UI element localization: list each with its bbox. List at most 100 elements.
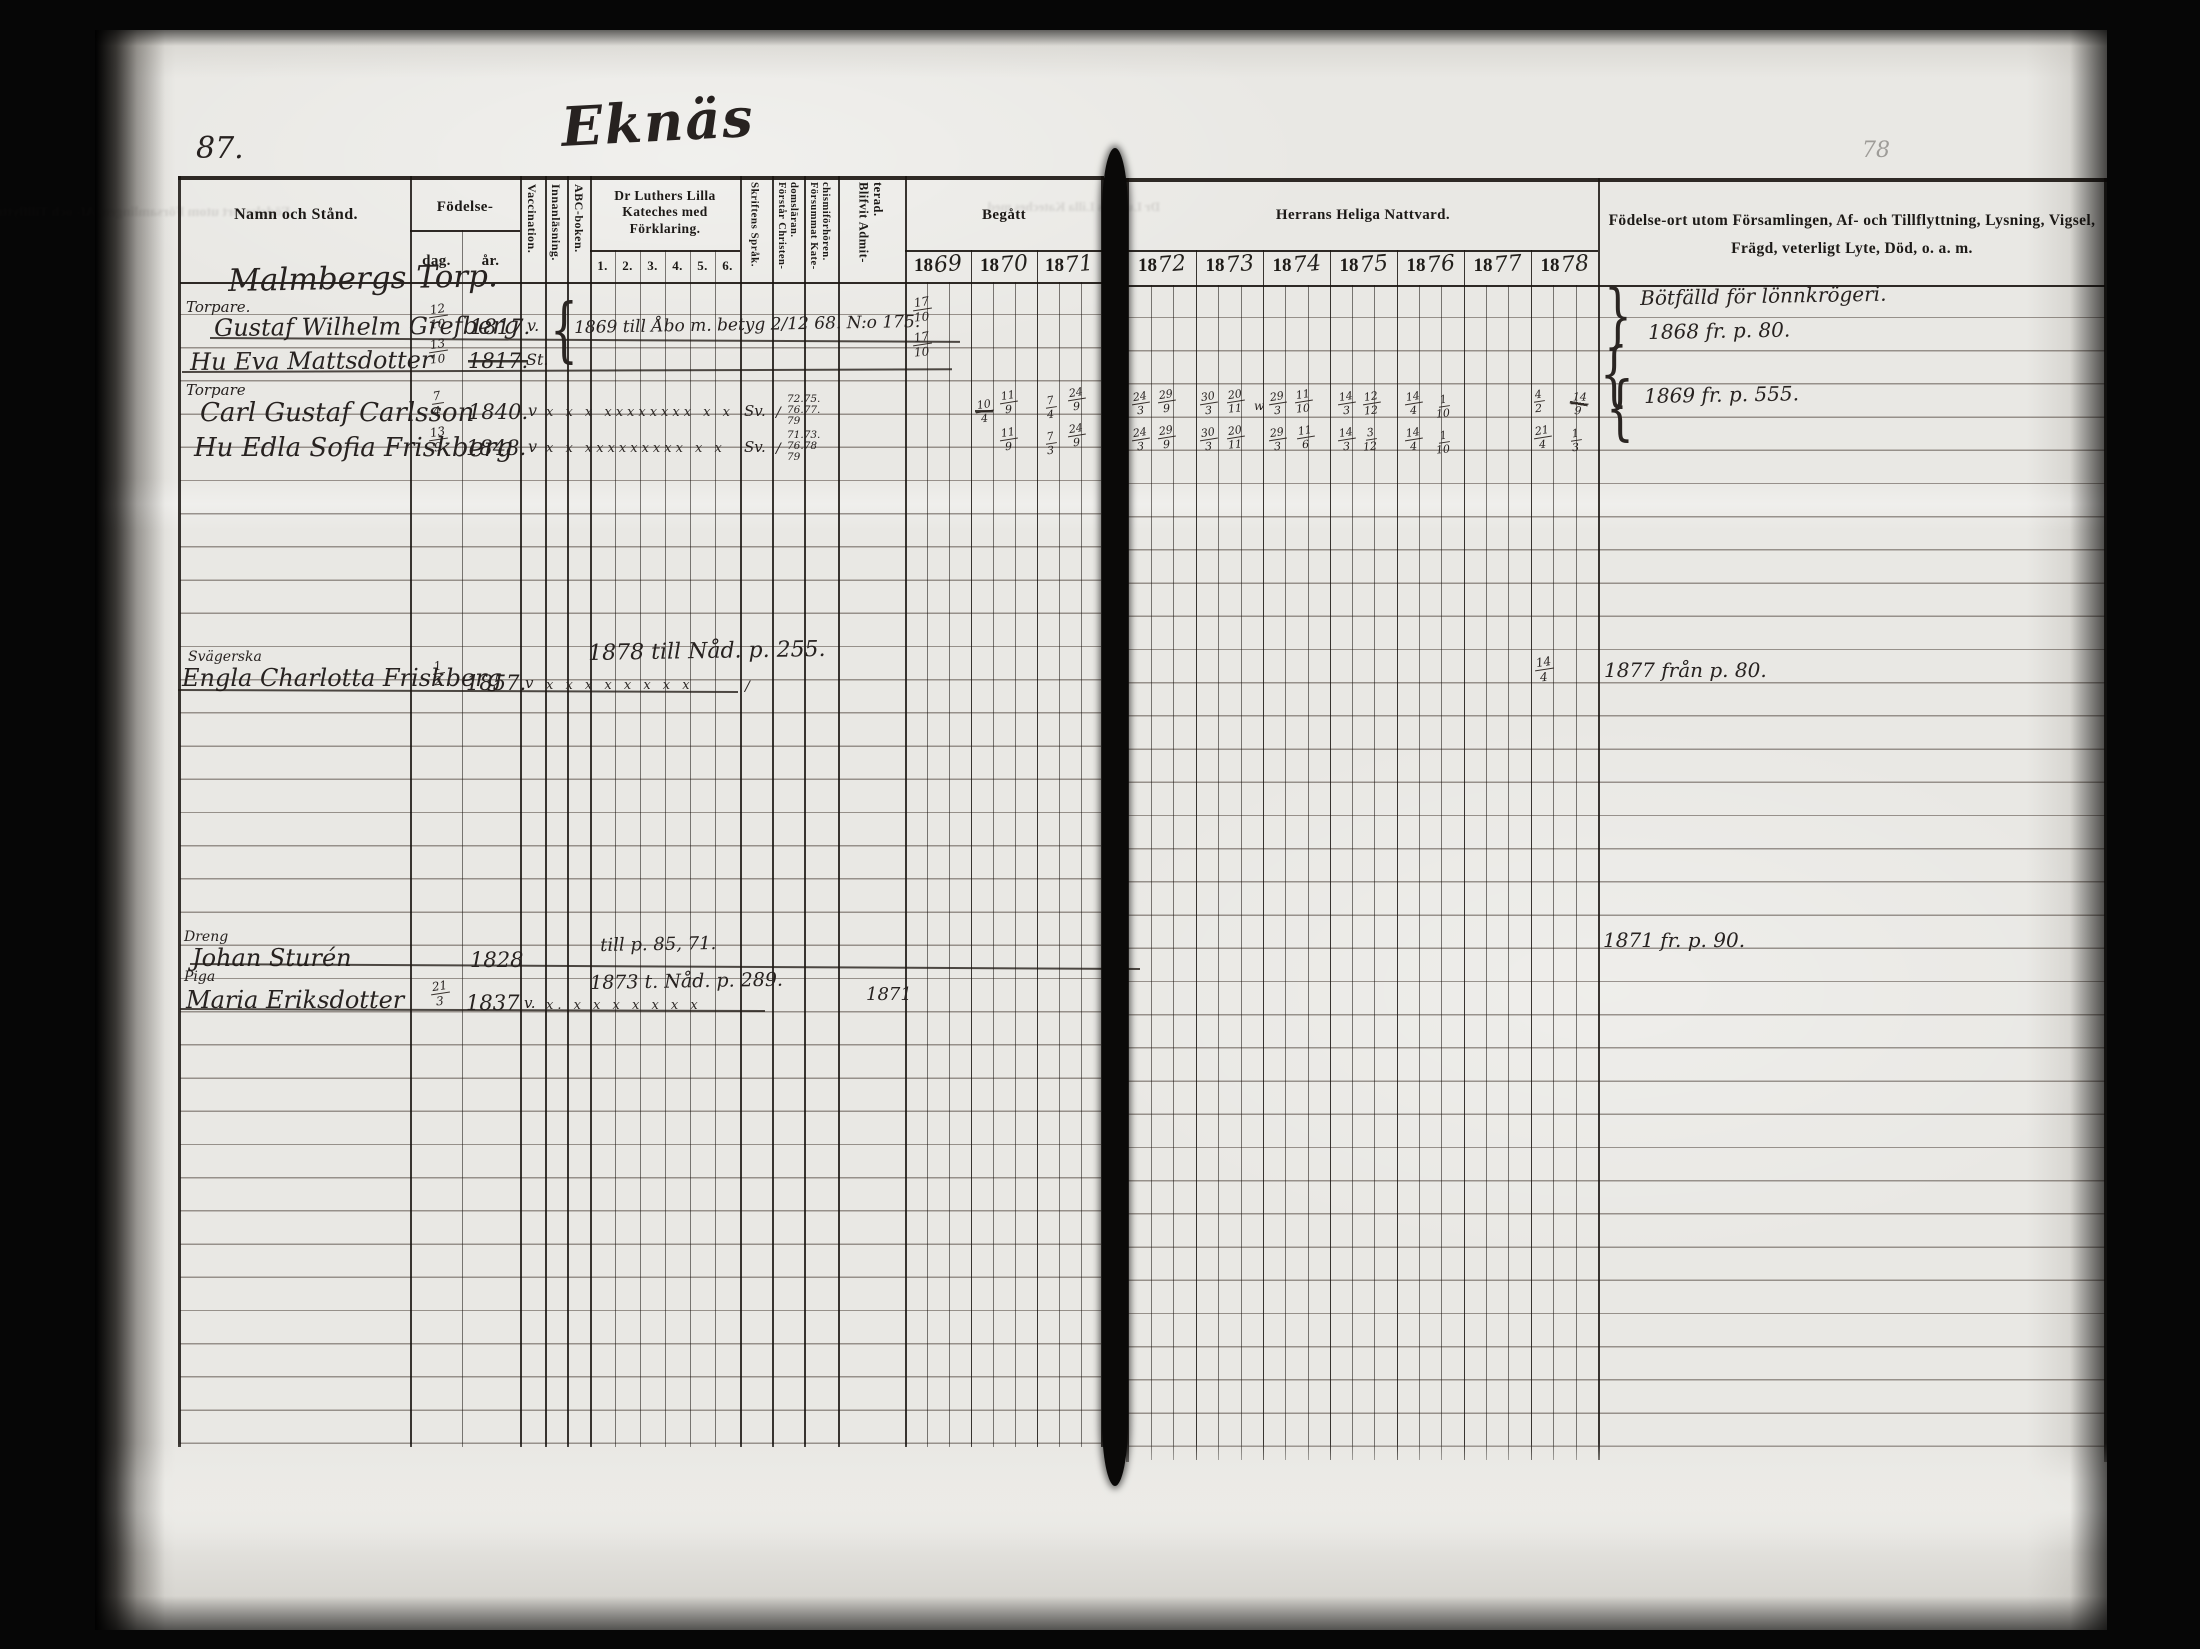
year-printed-prefix: 18	[1138, 255, 1157, 276]
year-label-1869: 18 69	[905, 250, 971, 284]
fraction-numerator: 4	[1532, 388, 1545, 403]
missed-row3-a: 72.75.	[787, 393, 821, 405]
grid-vline	[971, 250, 973, 1447]
book-edge-left	[95, 30, 165, 1630]
fraction-denominator: 10	[1435, 442, 1451, 457]
year-script-suffix: 78	[1559, 250, 1590, 279]
brace-margin-2: {	[1600, 333, 1628, 416]
grid-vline	[590, 176, 592, 1447]
fraction-denominator: 4	[1046, 407, 1055, 422]
understands-row4: /	[776, 441, 781, 457]
comm-1878-row5: 14 4	[1533, 654, 1555, 684]
grid-vline	[410, 176, 412, 1447]
grid-vline	[1285, 285, 1286, 1460]
grid-vline	[772, 176, 774, 1447]
abc-marks-row7: x. x x x x x x x	[546, 998, 702, 1013]
fraction-denominator: 10	[429, 351, 446, 367]
fraction-denominator: 2	[1534, 401, 1543, 416]
birth-year-row4: 1848.	[466, 436, 527, 460]
year-script-suffix: 75	[1358, 250, 1389, 279]
fraction-denominator: 10	[913, 344, 930, 360]
fraction-denominator: 3	[1203, 439, 1213, 454]
year-printed-prefix: 18	[1205, 255, 1225, 276]
column-header-birth: Födelse-	[436, 199, 494, 215]
comm-1875-row4-a: 14 3	[1336, 425, 1356, 453]
comm-1871-row4-b: 24 9	[1066, 421, 1086, 449]
fraction-denominator: 9	[1003, 439, 1013, 454]
missed-row4-c: 79	[787, 451, 801, 463]
language-row3: Sv.	[744, 402, 766, 420]
grid-vline	[1531, 250, 1533, 1460]
year-script-suffix: 73	[1224, 250, 1255, 279]
comm-1874-row4-a: 29 3	[1267, 425, 1287, 453]
fraction-denominator: 9	[1071, 399, 1081, 414]
comm-1876-row3-b: 1 10	[1435, 393, 1450, 421]
grid-vline	[1218, 285, 1219, 1460]
name-row5: Engla Charlotta Friskberg	[182, 664, 502, 692]
ruled-rows-right	[1128, 285, 2105, 1460]
grid-vline	[520, 176, 522, 1447]
note-from-555: 1869 fr. p. 555.	[1643, 381, 1800, 408]
grid-vline	[949, 282, 950, 1447]
grid-vline	[665, 250, 667, 1447]
grid-vline	[740, 176, 742, 1447]
missed-row4-b: 76.78	[787, 440, 818, 452]
grid-hline	[905, 250, 1103, 252]
grid-vline	[640, 250, 642, 1447]
abc-marks-row3: x x x xxxxxxxx x x	[546, 405, 734, 420]
comm-1874-row3-b: 11 10	[1293, 387, 1313, 416]
grid-vline	[1374, 285, 1375, 1460]
vaccination-row3: v	[528, 401, 538, 420]
year-script-suffix: 69	[932, 250, 964, 279]
page-number-verso-faint: 78	[1862, 138, 1890, 163]
comm-1875-row3-b: 12 12	[1361, 389, 1381, 418]
comm-1874-row4-b: 11 6	[1295, 423, 1315, 451]
year-script-suffix: 76	[1425, 250, 1456, 279]
fraction-numerator: 14	[1570, 390, 1589, 405]
occupation-row3: Torpare	[186, 381, 246, 399]
year-printed-prefix: 18	[980, 255, 999, 276]
missed-row3-c: 79	[787, 415, 801, 427]
communion-1869-row2: 17 10	[911, 329, 933, 360]
column-header-missed-exams: Försummat Kate- chismiförhören.	[808, 182, 832, 270]
year-printed-prefix: 18	[1540, 255, 1560, 276]
book-edge-bottom	[95, 1596, 2107, 1630]
grid-vline	[1059, 282, 1060, 1447]
communion-1869-row1: 17 10	[911, 294, 933, 325]
name-row6: Johan Sturén	[192, 944, 352, 972]
occupation-row7: Piga	[184, 969, 216, 985]
grid-vline	[1486, 285, 1487, 1460]
grid-vline	[1508, 285, 1509, 1460]
grid-vline	[804, 176, 806, 1447]
fraction-denominator: 9	[1003, 402, 1013, 417]
fraction-denominator: 10	[1295, 401, 1311, 416]
fraction-numerator: 1	[430, 659, 445, 675]
farm-heading: Malmbergs Torp.	[227, 258, 499, 299]
grid-vline	[1015, 282, 1016, 1447]
comm-1876-row4-b: 1 10	[1435, 429, 1451, 457]
vaccination-row1: v.	[527, 316, 540, 335]
catechism-subcolumn-number: 3.	[647, 258, 658, 273]
missed-row4-a: 71.73.	[787, 429, 821, 441]
column-header-admitted: Blifvit Admit- terad.	[856, 182, 885, 263]
fraction-numerator: 7	[1044, 394, 1057, 409]
fraction-numerator: 13	[427, 424, 449, 442]
grid-vline	[690, 250, 692, 1447]
fraction-denominator: 10	[429, 316, 446, 332]
grid-hline	[1126, 178, 2107, 182]
birth-year-row2: 1817.	[468, 349, 529, 373]
comm-1870-row3-b: 11 9	[998, 388, 1018, 417]
scan-blur-band	[95, 1443, 2107, 1553]
column-header-notes-line2: Frägd, veterligt Lyte, Död, o. a. m.	[1731, 240, 1973, 257]
note-moved-row7: 1873 t. Nåd. p. 289.	[589, 968, 784, 994]
grid-vline	[462, 230, 464, 1447]
year-printed-prefix: 18	[1406, 255, 1426, 276]
fraction-numerator: 1	[1569, 427, 1582, 442]
name-row4: Hu Edla Sofia Friskberg	[194, 433, 513, 463]
grid-hline	[180, 282, 1103, 284]
note-fined-line2: 1868 fr. p. 80.	[1647, 317, 1791, 344]
note-moved-row5: 1878 till Nåd. p. 255.	[587, 636, 826, 666]
grid-vline	[1081, 282, 1082, 1447]
year-label-1872: 18 72	[1128, 251, 1196, 284]
